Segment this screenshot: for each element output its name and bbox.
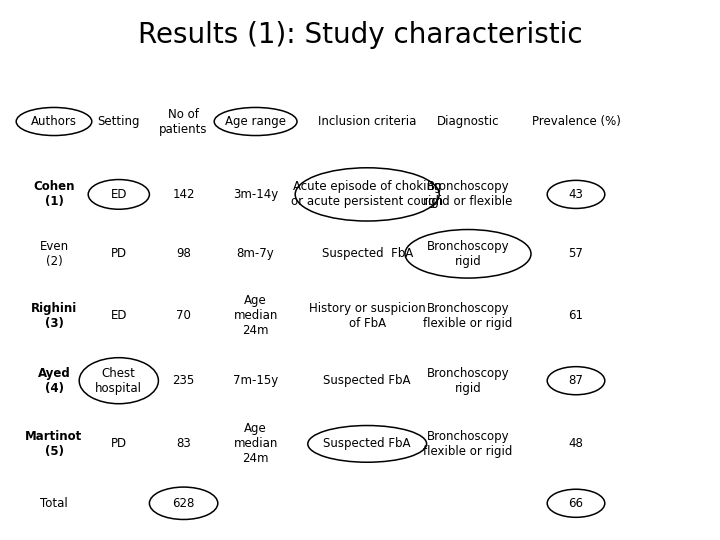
- Text: Suspected  FbA: Suspected FbA: [322, 247, 413, 260]
- Text: 235: 235: [173, 374, 194, 387]
- Text: Inclusion criteria: Inclusion criteria: [318, 115, 416, 128]
- Text: Ayed
(4): Ayed (4): [37, 367, 71, 395]
- Text: Age
median
24m: Age median 24m: [233, 294, 278, 338]
- Text: Martinot
(5): Martinot (5): [25, 430, 83, 458]
- Text: 3m-14y: 3m-14y: [233, 188, 278, 201]
- Text: Bronchoscopy
rigid: Bronchoscopy rigid: [427, 367, 509, 395]
- Text: Chest
hospital: Chest hospital: [95, 367, 143, 395]
- Text: 8m-7y: 8m-7y: [237, 247, 274, 260]
- Text: 83: 83: [176, 437, 191, 450]
- Text: Suspected FbA: Suspected FbA: [323, 437, 411, 450]
- Text: Setting: Setting: [97, 115, 140, 128]
- Text: Acute episode of choking
or acute persistent cough: Acute episode of choking or acute persis…: [291, 180, 444, 208]
- Text: Age range: Age range: [225, 115, 286, 128]
- Text: 57: 57: [569, 247, 583, 260]
- Text: 66: 66: [569, 497, 583, 510]
- Text: 87: 87: [569, 374, 583, 387]
- Text: 43: 43: [569, 188, 583, 201]
- Text: 70: 70: [176, 309, 191, 322]
- Text: 48: 48: [569, 437, 583, 450]
- Text: PD: PD: [111, 247, 127, 260]
- Text: Authors: Authors: [31, 115, 77, 128]
- Text: Bronchoscopy
flexible or rigid: Bronchoscopy flexible or rigid: [423, 302, 513, 330]
- Text: History or suspicion
of FbA: History or suspicion of FbA: [309, 302, 426, 330]
- Text: 7m-15y: 7m-15y: [233, 374, 278, 387]
- Text: Bronchoscopy
rigid or flexible: Bronchoscopy rigid or flexible: [423, 180, 513, 208]
- Text: 628: 628: [172, 497, 195, 510]
- Text: Even
(2): Even (2): [40, 240, 68, 268]
- Text: Total: Total: [40, 497, 68, 510]
- Text: Bronchoscopy
flexible or rigid: Bronchoscopy flexible or rigid: [423, 430, 513, 458]
- Text: Suspected FbA: Suspected FbA: [323, 374, 411, 387]
- Text: Age
median
24m: Age median 24m: [233, 422, 278, 465]
- Text: ED: ED: [111, 309, 127, 322]
- Text: Righini
(3): Righini (3): [31, 302, 77, 330]
- Text: Bronchoscopy
rigid: Bronchoscopy rigid: [427, 240, 509, 268]
- Text: No of
patients: No of patients: [159, 107, 208, 136]
- Text: ED: ED: [111, 188, 127, 201]
- Text: Results (1): Study characteristic: Results (1): Study characteristic: [138, 21, 582, 49]
- Text: Prevalence (%): Prevalence (%): [531, 115, 621, 128]
- Text: 98: 98: [176, 247, 191, 260]
- Text: PD: PD: [111, 437, 127, 450]
- Text: 142: 142: [172, 188, 195, 201]
- Text: 61: 61: [569, 309, 583, 322]
- Text: Cohen
(1): Cohen (1): [33, 180, 75, 208]
- Text: Diagnostic: Diagnostic: [437, 115, 499, 128]
